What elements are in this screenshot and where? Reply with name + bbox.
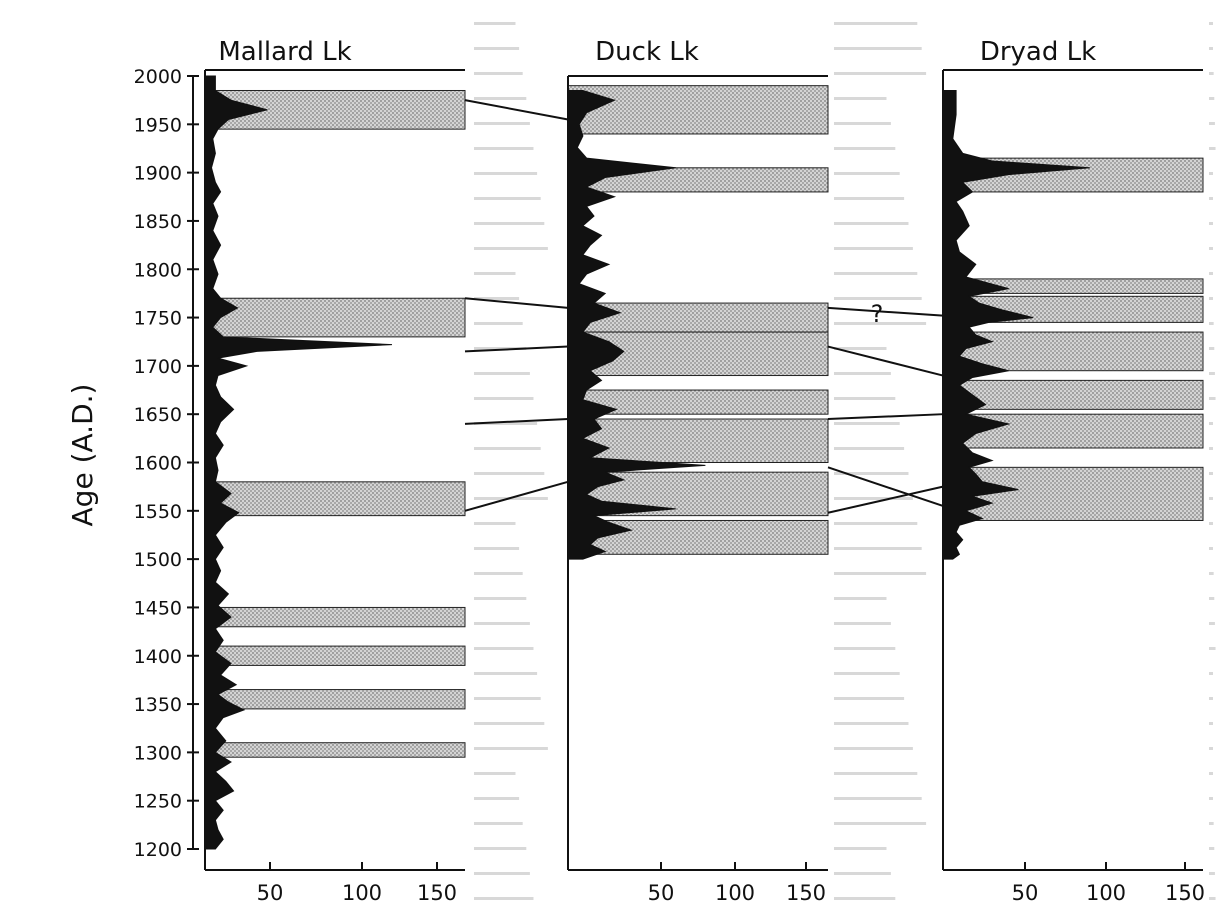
series-profile-area bbox=[205, 75, 393, 850]
y-tick-label: 1550 bbox=[134, 501, 182, 523]
x-tick-label: 150 bbox=[417, 881, 457, 905]
correlation-line bbox=[464, 99, 569, 121]
y-axis-ticks: 2000 1950 1900 1850 1800 1750 1700 1650 1600 1550… bbox=[134, 66, 199, 861]
correlation-line bbox=[827, 306, 944, 317]
panel-title-duck-lk: Duck Lk bbox=[595, 37, 699, 67]
shaded-interval-band bbox=[568, 302, 829, 333]
x-tick-label: 100 bbox=[342, 881, 382, 905]
correlation-line bbox=[827, 485, 944, 514]
correlation-lines bbox=[464, 99, 944, 514]
y-tick-label: 1300 bbox=[134, 742, 182, 764]
x-tick-label: 150 bbox=[1165, 881, 1205, 905]
correlation-line bbox=[827, 345, 944, 377]
panel-dryad-lk: Dryad Lk 50 100 150 bbox=[942, 37, 1205, 905]
y-tick-label: 1450 bbox=[134, 597, 182, 619]
shaded-interval-band bbox=[205, 297, 466, 338]
y-tick-label: 1650 bbox=[134, 404, 182, 426]
panel-duck-lk: Duck Lk 50 100 150 bbox=[567, 37, 829, 905]
y-tick-label: 1250 bbox=[134, 791, 182, 813]
x-tick-label: 100 bbox=[715, 881, 755, 905]
correlation-line bbox=[827, 466, 944, 507]
panel-title-mallard-lk: Mallard Lk bbox=[218, 37, 351, 67]
x-tick-label: 50 bbox=[257, 881, 284, 905]
correlation-line bbox=[827, 413, 944, 421]
panel-plot-area bbox=[943, 89, 1204, 560]
correlation-line bbox=[464, 297, 569, 309]
correlation-line bbox=[464, 345, 569, 353]
x-tick-label: 50 bbox=[648, 881, 675, 905]
shaded-interval-band bbox=[205, 689, 466, 710]
series-profile-area bbox=[943, 89, 1090, 560]
correlation-question-mark: ? bbox=[871, 300, 884, 328]
y-tick-label: 2000 bbox=[134, 66, 182, 88]
panel-plot-area bbox=[568, 85, 829, 560]
y-tick-label: 1750 bbox=[134, 308, 182, 330]
y-tick-label: 1800 bbox=[134, 259, 182, 281]
shaded-interval-band bbox=[943, 278, 1204, 294]
shaded-interval-band bbox=[205, 742, 466, 758]
y-tick-label: 1200 bbox=[134, 839, 182, 861]
y-tick-label: 1600 bbox=[134, 453, 182, 475]
panel-title-dryad-lk: Dryad Lk bbox=[980, 37, 1096, 67]
shaded-interval-band bbox=[943, 331, 1204, 372]
shaded-interval-band bbox=[205, 606, 466, 628]
y-tick-label: 1850 bbox=[134, 211, 182, 233]
shaded-interval-band bbox=[568, 85, 829, 135]
y-axis-label: Age (A.D.) bbox=[66, 384, 99, 527]
correlation-line bbox=[464, 418, 569, 425]
shaded-interval-band bbox=[568, 418, 829, 463]
y-tick-label: 1700 bbox=[134, 356, 182, 378]
shaded-interval-band bbox=[205, 645, 466, 666]
correlation-line bbox=[464, 480, 569, 512]
y-tick-label: 1500 bbox=[134, 549, 182, 571]
y-tick-label: 1400 bbox=[134, 646, 182, 668]
y-tick-label: 1900 bbox=[134, 163, 182, 185]
x-tick-label: 50 bbox=[1012, 881, 1039, 905]
panel-mallard-lk: Mallard Lk 50 100 150 bbox=[204, 37, 466, 905]
x-tick-label: 150 bbox=[786, 881, 826, 905]
x-tick-label: 100 bbox=[1086, 881, 1126, 905]
y-tick-label: 1950 bbox=[134, 114, 182, 136]
y-tick-label: 1350 bbox=[134, 694, 182, 716]
shaded-interval-band bbox=[205, 481, 466, 517]
panel-plot-area bbox=[205, 75, 466, 850]
series-profile-area bbox=[568, 89, 706, 560]
